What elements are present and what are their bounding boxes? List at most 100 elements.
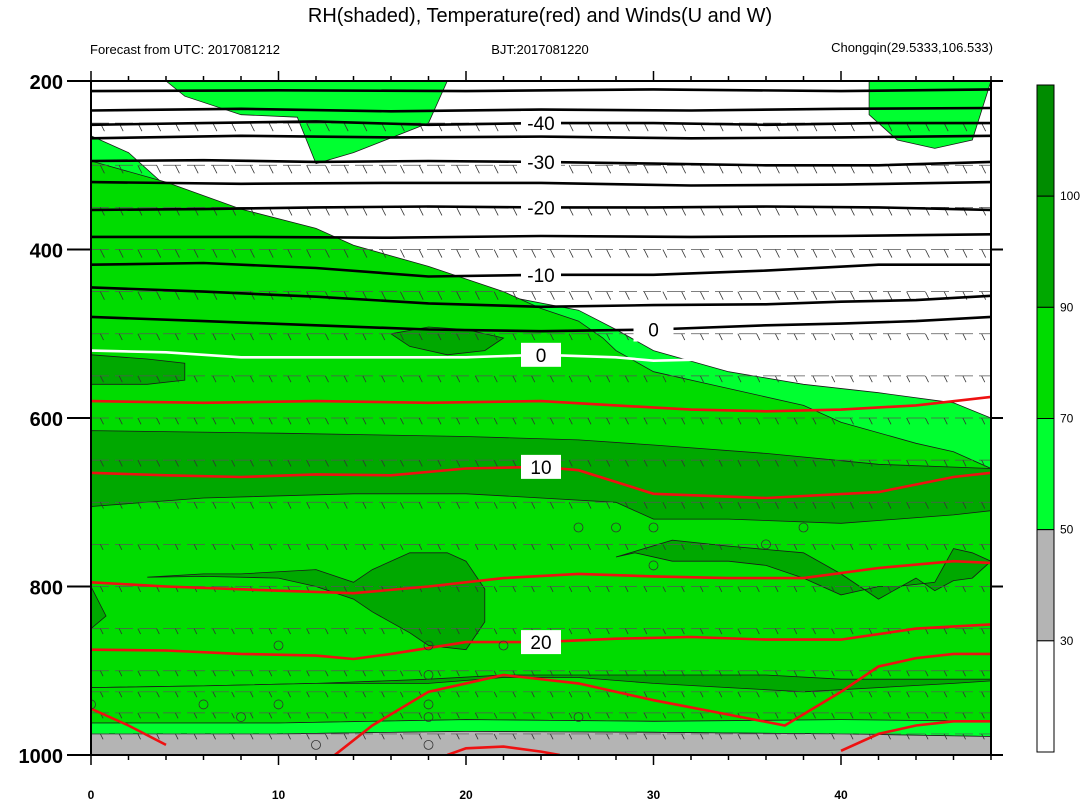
wind-barb [887,122,893,132]
wind-barb [737,691,741,698]
isotherm-red [446,745,561,755]
wind-barb [831,712,835,719]
wind-barb [381,544,385,550]
wind-barb [681,333,686,341]
y-tick-label: 200 [30,72,63,94]
isotherm-red [91,559,991,595]
wind-barb [100,502,104,509]
isotherm-black [91,88,991,93]
wind-barb [343,249,349,258]
wind-barb [475,291,480,300]
wind-barb [400,207,405,216]
wind-barb [437,459,442,467]
wind-barb [362,670,366,677]
wind-barb [737,333,742,341]
wind-barb [325,333,329,341]
wind-barb [325,628,329,635]
wind-barb [118,249,124,258]
wind-barb [512,291,518,300]
wind-barb [868,165,874,174]
wind-barb [700,417,704,425]
wind-barb [943,417,948,425]
wind-barb [100,691,104,698]
wind-barb [700,712,704,719]
wind-barb [268,249,274,258]
wind-barb [362,207,368,216]
wind-barb [756,375,761,383]
wind-barb [587,712,591,719]
wind-barb [418,207,424,216]
wind-barb [812,691,816,698]
wind-barb [981,249,987,258]
colorbar-box [1036,306,1055,420]
wind-barb [212,502,217,509]
wind-barb [137,733,141,740]
wind-barb [700,333,704,341]
wind-barb [325,502,329,509]
wind-barb [250,375,254,383]
wind-barb [943,712,948,719]
contour-label-box [521,149,561,174]
wind-barb [568,122,574,132]
wind-barb [925,165,930,174]
wind-barb [606,502,611,509]
colorbar-tick-label: 90 [1060,300,1074,314]
wind-barb [381,291,387,300]
wind-barb [643,459,648,467]
wind-barb [400,502,404,509]
wind-barb [118,333,123,341]
wind-barb [962,375,967,383]
wind-barb [193,165,199,174]
wind-barb [962,544,966,550]
wind-barb [700,733,704,740]
wind-barb [756,165,762,174]
wind-barb [118,670,123,677]
wind-barb [100,586,104,593]
wind-barb [793,249,799,258]
calm-wind-marker [423,670,434,680]
isotherm-black [91,180,991,187]
wind-barb [306,375,311,383]
wind-barb [475,207,480,216]
wind-barb [887,544,891,550]
wind-barb [493,502,498,509]
wind-barb [343,417,348,425]
wind-barb [100,544,104,550]
colorbar: 30 50 70 90 100 [1036,84,1080,753]
wind-barb [681,712,685,719]
wind-barb [850,291,855,300]
wind-barb [568,417,573,425]
wind-barb [493,375,498,383]
wind-barb [175,375,179,383]
wind-barb [681,586,685,593]
wind-barb [643,122,649,132]
wind-barb [831,291,837,300]
contour-label: 0 [536,346,547,367]
wind-barb [437,291,443,300]
wind-barb [681,459,686,467]
wind-barb [681,417,686,425]
wind-barb [831,249,837,258]
wind-barb [587,417,592,425]
wind-barb [437,733,441,740]
wind-barb [343,502,348,509]
isotherm-black [91,315,991,333]
wind-barb [568,712,573,719]
calm-wind-marker [573,712,584,722]
wind-barb [268,375,273,383]
wind-barb [231,459,236,467]
wind-barb [643,628,648,635]
wind-barb [756,291,762,300]
wind-barb [381,733,385,740]
wind-barb [906,165,912,174]
wind-barb [962,586,966,593]
wind-barb [606,733,610,740]
calm-wind-marker [648,560,659,571]
wind-barb [175,544,179,550]
wind-barb [362,691,366,698]
wind-barb [475,691,479,698]
wind-barb [456,291,462,300]
isotherm-red [91,707,167,747]
wind-barb [456,502,461,509]
wind-barb [531,586,535,593]
